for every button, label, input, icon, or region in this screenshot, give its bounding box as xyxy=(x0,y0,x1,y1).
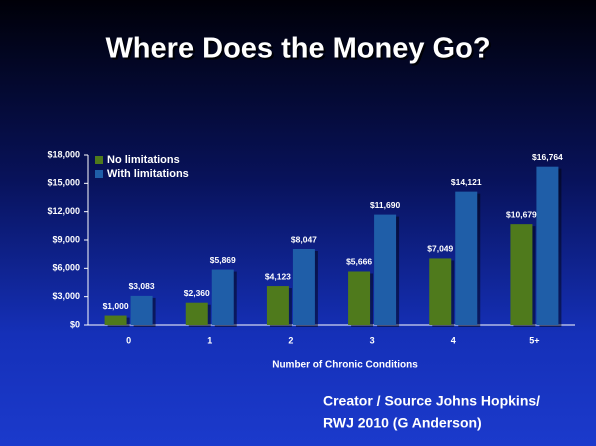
y-tick-label: $15,000 xyxy=(47,178,80,188)
chart-title: Where Does the Money Go? xyxy=(105,33,490,65)
value-label: $11,690 xyxy=(370,200,401,210)
legend-label: No limitations xyxy=(107,154,180,166)
value-label: $7,049 xyxy=(427,244,453,254)
y-tick-label: $6,000 xyxy=(52,263,80,273)
bar xyxy=(374,214,397,325)
value-label: $5,869 xyxy=(210,255,236,265)
y-tick-label: $3,000 xyxy=(52,291,80,301)
y-tick-label: $9,000 xyxy=(52,234,80,244)
legend-swatch xyxy=(95,156,103,164)
value-label: $5,666 xyxy=(346,257,372,267)
bar xyxy=(211,269,234,325)
bar xyxy=(510,224,533,325)
bar xyxy=(185,302,208,325)
x-tick-label: 4 xyxy=(451,335,456,345)
legend-swatch xyxy=(95,170,103,178)
source-line: Creator / Source Johns Hopkins/ xyxy=(323,393,540,409)
value-label: $2,360 xyxy=(184,288,210,298)
bar xyxy=(455,191,478,325)
bar xyxy=(429,258,452,325)
x-tick-label: 0 xyxy=(126,335,131,345)
y-tick-label: $0 xyxy=(70,319,80,329)
x-axis-label: Number of Chronic Conditions xyxy=(272,360,418,371)
y-tick-label: $18,000 xyxy=(47,149,80,159)
x-tick-label: 5+ xyxy=(529,335,539,345)
bar xyxy=(266,286,289,325)
source-line: RWJ 2010 (G Anderson) xyxy=(323,415,482,431)
value-label: $8,047 xyxy=(291,234,317,244)
x-tick-label: 2 xyxy=(288,335,293,345)
title-shadow: Where Does the Money Go? xyxy=(107,35,492,67)
bar xyxy=(348,271,371,325)
x-tick-label: 3 xyxy=(370,335,375,345)
value-label: $14,121 xyxy=(451,177,482,187)
value-label: $16,764 xyxy=(532,152,563,162)
bar xyxy=(130,295,153,325)
bar xyxy=(104,315,127,325)
value-label: $10,679 xyxy=(506,209,537,219)
bar xyxy=(292,249,315,325)
y-tick-label: $12,000 xyxy=(47,206,80,216)
x-tick-label: 1 xyxy=(207,335,212,345)
value-label: $4,123 xyxy=(265,271,291,281)
bar xyxy=(536,166,559,325)
value-label: $1,000 xyxy=(103,301,129,311)
value-label: $3,083 xyxy=(129,281,155,291)
legend-label: With limitations xyxy=(107,168,189,180)
